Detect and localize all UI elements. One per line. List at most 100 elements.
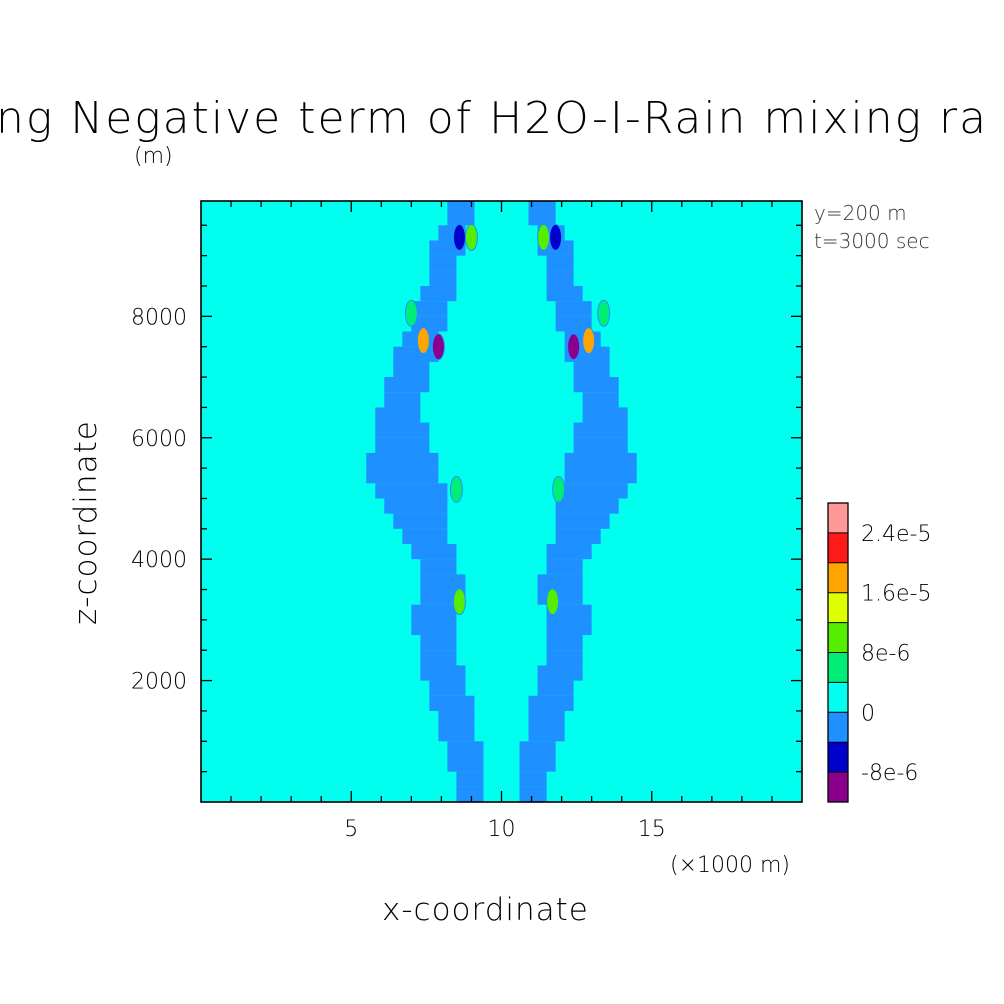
contour-cell <box>452 588 466 616</box>
negative-band-right <box>528 210 556 226</box>
x-units-label: (×1000 m) <box>670 853 790 878</box>
z-units-label: (m) <box>134 144 173 169</box>
negative-band-right <box>537 665 583 681</box>
contour-cell <box>537 223 551 251</box>
negative-band-right <box>546 635 583 651</box>
plot-background <box>201 201 802 802</box>
colorbar-swatch <box>828 652 848 683</box>
axis-tick-labels: 5 10 15 2000 4000 6000 8000 <box>131 305 666 842</box>
colorbar-swatch <box>828 742 848 773</box>
negative-band-right <box>555 498 619 514</box>
x-tick-label: 15 <box>638 817 666 842</box>
colorbar: -8e-6 0 8e-6 1.6e-5 2.4e-5 <box>827 502 931 803</box>
negative-band-right <box>573 361 610 378</box>
y-axis-label: z-coordinate <box>68 420 104 625</box>
negative-band-right <box>546 270 574 286</box>
colorbar-swatch <box>828 532 848 563</box>
negative-band-left <box>402 528 448 544</box>
negative-band-left <box>438 726 475 742</box>
negative-band-left <box>411 543 457 560</box>
negative-band-left <box>411 619 457 636</box>
negative-band-left <box>429 680 466 696</box>
x-axis-label: x-coordinate <box>382 892 589 928</box>
negative-band-left <box>384 392 421 408</box>
negative-band-left <box>429 255 457 271</box>
y-tick-label: 2000 <box>131 670 187 695</box>
negative-band-right <box>573 422 628 438</box>
negative-band-left <box>447 201 475 211</box>
contour-cell <box>452 223 466 251</box>
negative-band-left <box>420 665 466 681</box>
negative-band-right <box>546 559 583 575</box>
colorbar-label: 8e-6 <box>861 642 910 667</box>
colorbar-swatch <box>828 682 848 713</box>
colorbar-label: 1.6e-5 <box>861 582 931 607</box>
negative-band-left <box>438 710 475 727</box>
annotation-y: y=200 m <box>814 201 907 225</box>
negative-band-right <box>546 619 592 636</box>
negative-band-right <box>555 301 592 317</box>
contour-cell <box>567 333 581 361</box>
contour-cell <box>404 299 418 327</box>
plot-area <box>200 200 803 803</box>
negative-band-right <box>564 468 637 484</box>
negative-band-left <box>375 422 430 438</box>
contour-cell <box>416 327 430 355</box>
negative-band-right <box>528 695 574 711</box>
negative-band-right <box>546 255 574 271</box>
negative-band-right <box>519 741 556 757</box>
y-tick-label: 6000 <box>131 427 187 452</box>
negative-band-left <box>375 483 448 499</box>
x-tick-label: 10 <box>488 817 516 842</box>
colorbar-label: -8e-6 <box>861 761 918 786</box>
negative-band-right <box>519 756 556 772</box>
x-tick-label: 5 <box>344 817 358 842</box>
negative-band-right <box>546 285 583 302</box>
negative-band-left <box>420 574 466 590</box>
negative-band-right <box>555 316 592 332</box>
negative-band-right <box>528 710 565 727</box>
negative-band-right <box>582 407 628 423</box>
negative-band-right <box>582 392 619 408</box>
negative-band-right <box>573 377 619 393</box>
contour-cell <box>546 588 560 616</box>
negative-band-left <box>384 377 430 393</box>
contour-features <box>404 223 611 616</box>
negative-band-left <box>393 513 448 529</box>
negative-band-left <box>420 650 457 666</box>
negative-band-left <box>375 437 430 453</box>
negative-band-left <box>420 559 457 575</box>
contour-cell <box>597 299 611 327</box>
contour-cell <box>449 475 463 503</box>
negative-band-left <box>375 407 421 423</box>
y-tick-label: 4000 <box>131 548 187 573</box>
negative-band-left <box>411 301 448 317</box>
negative-band-right <box>555 483 628 499</box>
negative-band-right <box>546 543 592 560</box>
chart-title: ng Negative term of H2O-I-Rain mixing ra <box>0 93 988 144</box>
negative-band-left <box>456 771 484 787</box>
negative-band-left <box>456 786 484 802</box>
contour-cell <box>549 223 563 251</box>
contour-cell <box>431 333 445 361</box>
negative-band-left <box>429 695 475 711</box>
colorbar-swatch <box>828 622 848 653</box>
contour-cell <box>552 475 566 503</box>
annotation-t: t=3000 sec <box>814 229 930 253</box>
negative-band-left <box>447 210 475 226</box>
colorbar-swatch <box>828 562 848 593</box>
colorbar-label: 2.4e-5 <box>861 522 931 547</box>
axis-ticks <box>201 201 802 802</box>
negative-band-right <box>573 437 628 453</box>
negative-band-left <box>420 635 457 651</box>
negative-band-left <box>411 316 448 332</box>
negative-band-left <box>393 346 439 362</box>
negative-band-right <box>537 589 583 605</box>
colorbar-swatch <box>828 712 848 743</box>
negative-band-left <box>366 452 439 469</box>
negative-band-left <box>447 756 484 772</box>
y-tick-label: 8000 <box>131 305 187 330</box>
negative-band-right <box>546 650 583 666</box>
negative-band-left <box>393 361 430 378</box>
